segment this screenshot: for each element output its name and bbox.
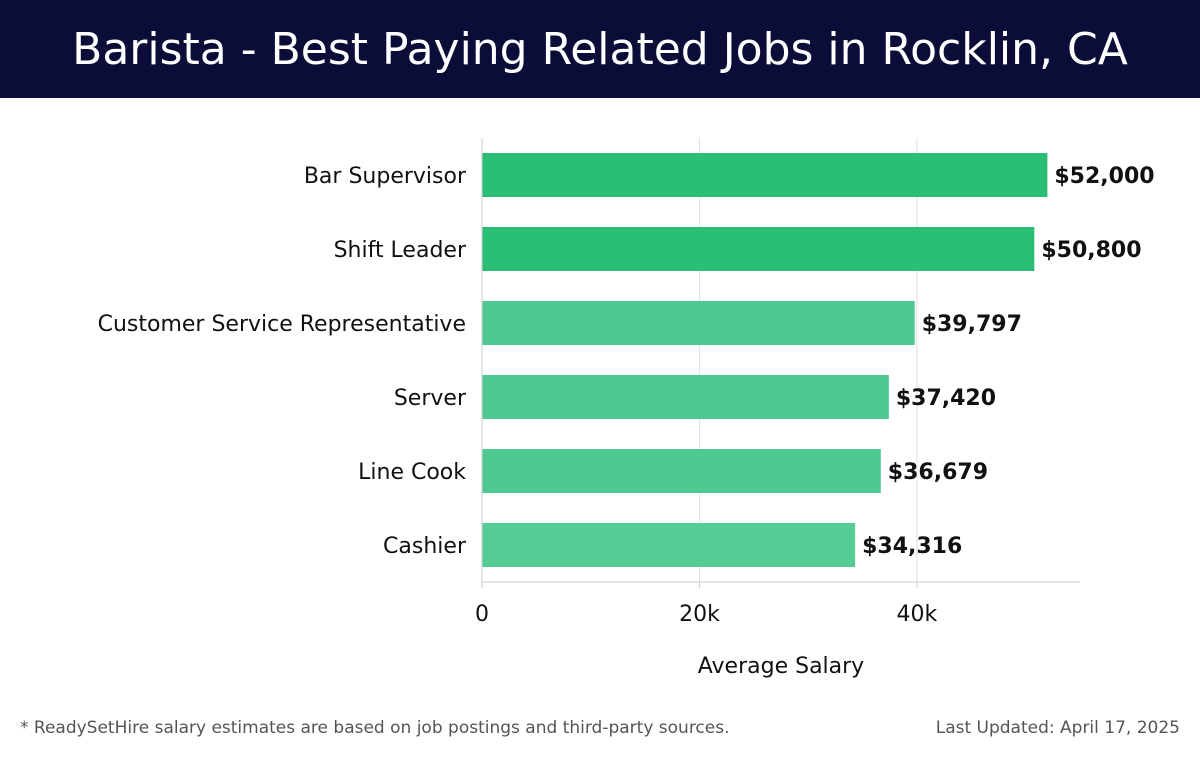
x-axis-title: Average Salary xyxy=(698,654,864,679)
bar-0 xyxy=(482,153,1048,197)
page-title: Barista - Best Paying Related Jobs in Ro… xyxy=(72,23,1128,75)
last-updated: Last Updated: April 17, 2025 xyxy=(935,718,1180,738)
value-label-5: $34,316 xyxy=(862,534,962,559)
axes: Bar Supervisor Shift Leader Customer Servi… xyxy=(98,138,1080,627)
bars: $52,000 $50,800 $39,797 $37,420 $36,679 $34,3… xyxy=(482,153,1155,567)
grid-lines xyxy=(698,138,918,582)
x-tick-label-1: 20k xyxy=(679,602,720,627)
header-banner: Barista - Best Paying Related Jobs in Ro… xyxy=(0,0,1200,98)
footer-note: * ReadySetHire salary estimates are base… xyxy=(20,718,730,738)
value-label-4: $36,679 xyxy=(888,460,988,485)
category-label-4: Line Cook xyxy=(358,460,466,485)
category-label-0: Bar Supervisor xyxy=(304,164,467,189)
category-label-5: Cashier xyxy=(383,534,467,559)
category-label-1: Shift Leader xyxy=(334,238,467,263)
value-label-2: $39,797 xyxy=(922,312,1022,337)
x-tick-label-2: 40k xyxy=(897,602,938,627)
bar-4 xyxy=(482,449,881,493)
salary-bar-chart: $52,000 $50,800 $39,797 $37,420 $36,679 $34,3… xyxy=(98,138,1155,679)
bar-2 xyxy=(482,301,915,345)
bar-5 xyxy=(482,523,856,567)
value-label-0: $52,000 xyxy=(1054,164,1154,189)
x-tick-label-0: 0 xyxy=(475,602,489,627)
bar-1 xyxy=(482,227,1035,271)
category-label-3: Server xyxy=(394,386,467,411)
category-label-2: Customer Service Representative xyxy=(98,312,466,337)
value-label-3: $37,420 xyxy=(896,386,996,411)
value-label-1: $50,800 xyxy=(1041,238,1141,263)
bar-3 xyxy=(482,375,889,419)
